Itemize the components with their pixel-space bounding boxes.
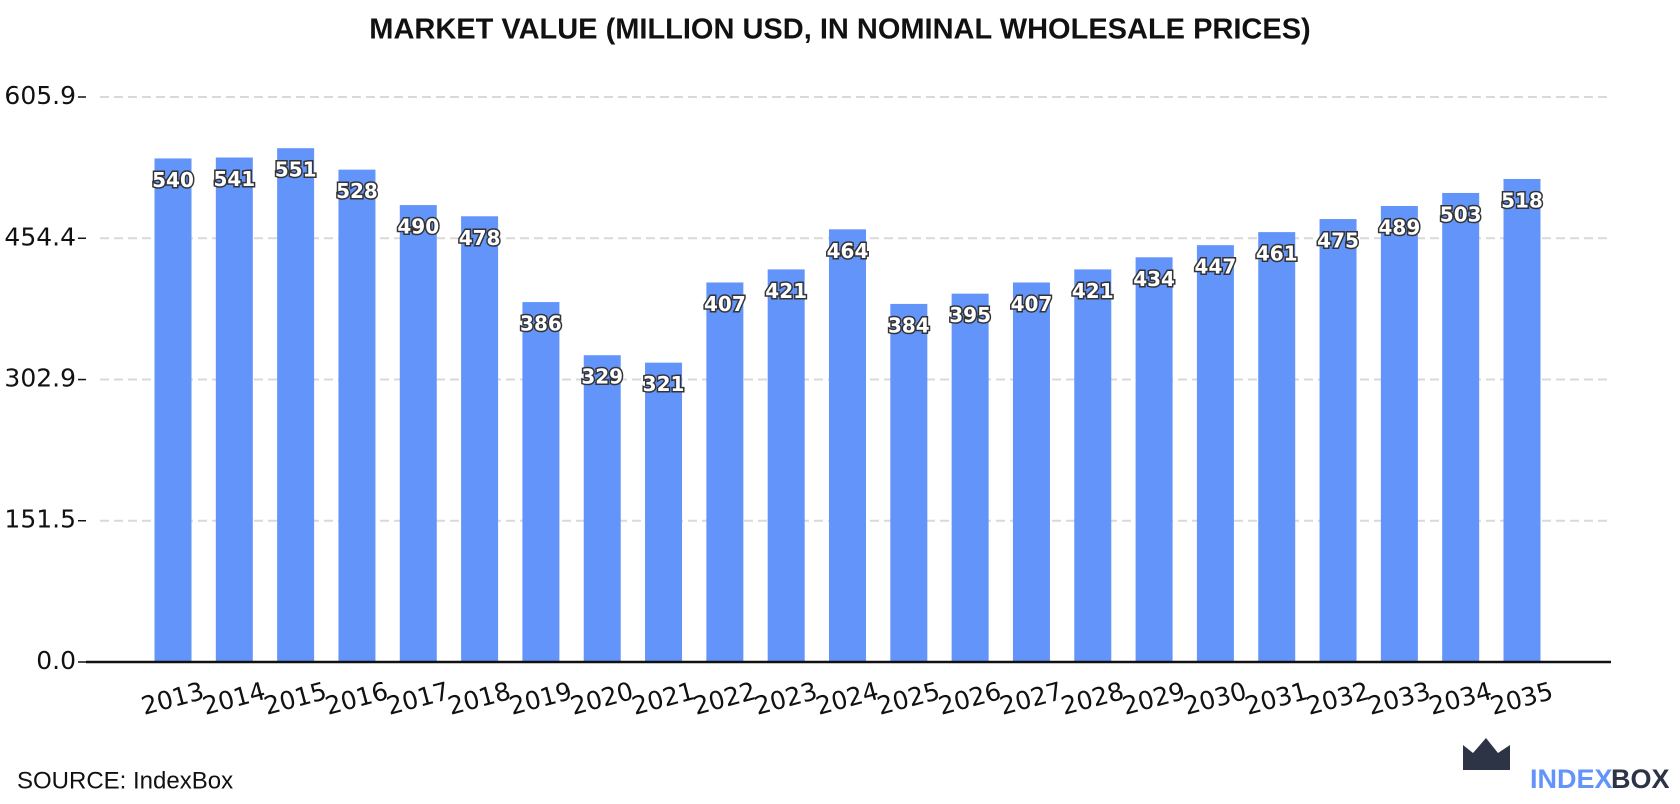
value-label: 489 bbox=[1378, 216, 1420, 240]
logo-text: BOX bbox=[1611, 764, 1670, 794]
value-label: 551 bbox=[275, 158, 317, 182]
x-tick-label: 2018 bbox=[445, 676, 514, 720]
value-label: 447 bbox=[1195, 255, 1237, 279]
x-tick-label: 2026 bbox=[935, 676, 1004, 720]
bar bbox=[1442, 192, 1480, 662]
y-tick-label: 605.9 bbox=[4, 81, 76, 110]
bar bbox=[277, 148, 315, 662]
value-label: 464 bbox=[827, 239, 869, 263]
bar bbox=[1196, 245, 1234, 662]
value-label: 518 bbox=[1501, 188, 1543, 212]
x-tick-label: 2028 bbox=[1058, 676, 1127, 720]
x-tick-label: 2023 bbox=[751, 676, 820, 720]
y-tick-label: 0.0 bbox=[36, 646, 76, 675]
value-label: 475 bbox=[1317, 229, 1359, 253]
source: SOURCE: IndexBox bbox=[17, 767, 233, 794]
y-tick-label: 454.4 bbox=[4, 222, 76, 251]
bar bbox=[890, 303, 928, 662]
x-tick-label: 2030 bbox=[1181, 676, 1250, 720]
x-tick-label: 2029 bbox=[1119, 676, 1188, 720]
bar bbox=[399, 205, 437, 662]
bar bbox=[461, 216, 499, 662]
x-tick-label: 2015 bbox=[261, 676, 330, 720]
value-label: 329 bbox=[581, 365, 623, 389]
x-tick-label: 2014 bbox=[199, 676, 268, 720]
x-tick-label: 2032 bbox=[1303, 676, 1372, 720]
value-label: 395 bbox=[949, 303, 991, 327]
value-label: 528 bbox=[336, 179, 378, 203]
value-label: 386 bbox=[520, 312, 562, 336]
x-tick-label: 2027 bbox=[997, 676, 1066, 720]
logo: INDEX BOX bbox=[1463, 738, 1670, 794]
value-label: 540 bbox=[152, 168, 194, 192]
bar bbox=[829, 229, 866, 662]
y-tick-label: 302.9 bbox=[4, 364, 76, 393]
bar bbox=[1135, 257, 1173, 662]
x-tick-label: 2024 bbox=[813, 676, 882, 720]
x-tick-label: 2025 bbox=[874, 676, 943, 720]
x-tick-label: 2033 bbox=[1364, 676, 1433, 720]
value-label: 461 bbox=[1256, 242, 1298, 266]
value-label: 478 bbox=[459, 226, 501, 250]
x-tick-label: 2021 bbox=[629, 676, 698, 720]
bar bbox=[1258, 232, 1296, 662]
value-label: 421 bbox=[1072, 279, 1114, 303]
x-tick-label: 2034 bbox=[1426, 676, 1495, 720]
y-tick-label: 151.5 bbox=[4, 505, 76, 534]
bar bbox=[215, 157, 253, 663]
bar bbox=[1319, 219, 1357, 662]
logo-icon bbox=[1463, 738, 1510, 770]
x-tick-label: 2022 bbox=[690, 676, 759, 720]
bar bbox=[154, 158, 192, 663]
value-label: 321 bbox=[643, 372, 685, 396]
bar bbox=[767, 269, 805, 662]
x-tick-label: 2031 bbox=[1242, 676, 1311, 720]
x-tick-label: 2019 bbox=[506, 676, 575, 720]
bar bbox=[338, 169, 376, 662]
bar bbox=[1380, 206, 1418, 662]
bar bbox=[706, 282, 744, 662]
bar bbox=[951, 293, 989, 662]
x-tick-label: 2020 bbox=[567, 676, 636, 720]
x-tick-label: 2017 bbox=[383, 676, 452, 720]
bar bbox=[583, 355, 621, 662]
bar bbox=[645, 362, 683, 662]
value-label: 407 bbox=[1011, 292, 1053, 316]
value-label: 490 bbox=[397, 215, 439, 239]
x-tick-label: 2013 bbox=[138, 676, 207, 720]
value-label: 384 bbox=[888, 313, 930, 337]
value-label: 407 bbox=[704, 292, 746, 316]
bar bbox=[1012, 282, 1050, 662]
value-label: 421 bbox=[765, 279, 807, 303]
value-label: 541 bbox=[213, 167, 255, 191]
bar bbox=[1074, 269, 1112, 662]
bar bbox=[1503, 178, 1541, 662]
value-label: 434 bbox=[1133, 267, 1175, 291]
logo-text: INDEX bbox=[1530, 764, 1613, 794]
chart-title: MARKET VALUE (MILLION USD, IN NOMINAL WH… bbox=[369, 14, 1310, 46]
value-label: 503 bbox=[1440, 202, 1482, 226]
x-tick-label: 2016 bbox=[322, 676, 391, 720]
bar bbox=[522, 302, 560, 662]
x-tick-label: 2035 bbox=[1487, 676, 1556, 720]
